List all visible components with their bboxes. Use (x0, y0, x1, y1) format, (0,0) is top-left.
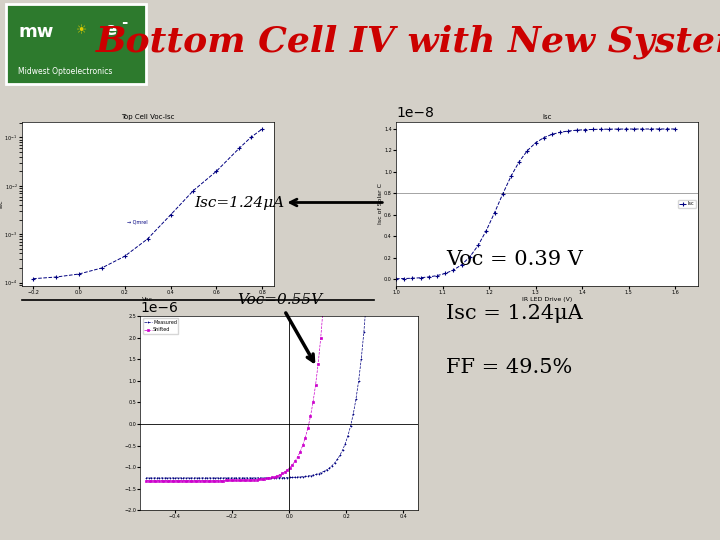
Isc (597, 126, 606, 132)
Isc (613, 126, 622, 132)
Shifted (142, 477, 150, 484)
Isc (457, 261, 466, 268)
Isc (662, 126, 671, 132)
Isc (531, 140, 540, 146)
Shifted (183, 477, 192, 484)
Isc (564, 128, 572, 134)
Isc (646, 126, 654, 132)
Isc (507, 173, 516, 180)
Text: FF = 49.5%: FF = 49.5% (446, 357, 572, 377)
Bar (6, 4, 146, 84)
Isc (490, 210, 499, 216)
Shifted (188, 477, 197, 484)
Isc (630, 126, 639, 132)
Isc (392, 275, 400, 282)
Isc (441, 270, 449, 276)
Text: Voc = 0.39 V: Voc = 0.39 V (446, 249, 583, 269)
Isc (482, 227, 490, 234)
Text: Isc=1.24μA: Isc=1.24μA (194, 195, 284, 210)
Isc (515, 158, 523, 165)
Isc (621, 126, 630, 132)
Shifted (291, 458, 300, 464)
Isc (556, 129, 564, 136)
Isc (638, 126, 647, 132)
Isc (449, 267, 458, 273)
Shifted (239, 477, 248, 483)
Isc (548, 131, 557, 138)
X-axis label: Voc: Voc (142, 297, 153, 302)
Isc (654, 126, 663, 132)
Text: Bottom Cell IV with New System: Bottom Cell IV with New System (96, 24, 720, 58)
Measured (192, 475, 201, 481)
Legend: Isc: Isc (678, 200, 696, 208)
Y-axis label: Isc: Isc (0, 200, 3, 208)
Measured (203, 475, 212, 481)
Text: e: e (104, 21, 117, 39)
Isc (425, 274, 433, 280)
Line: Isc: Isc (394, 127, 678, 281)
Text: -: - (121, 15, 127, 30)
Isc (580, 126, 589, 133)
X-axis label: IR LED Drive (V): IR LED Drive (V) (522, 297, 572, 302)
Title: Top Cell Voc-Isc: Top Cell Voc-Isc (121, 114, 174, 120)
Isc (523, 147, 531, 154)
Text: ☀: ☀ (76, 24, 87, 37)
Text: mw: mw (18, 23, 53, 41)
Isc (498, 191, 507, 197)
Text: → Qmrel: → Qmrel (127, 220, 148, 225)
Text: Isc = 1.24μA: Isc = 1.24μA (446, 303, 583, 323)
Measured (277, 475, 286, 481)
Isc (539, 134, 548, 141)
Title: Isc: Isc (542, 114, 552, 120)
Text: Voc=0.55V: Voc=0.55V (238, 293, 323, 307)
Shifted (319, 303, 328, 309)
Isc (433, 272, 441, 279)
Legend: Measured, Shifted: Measured, Shifted (143, 319, 179, 334)
Isc (671, 126, 680, 132)
Line: Measured: Measured (145, 0, 410, 480)
Measured (299, 474, 307, 480)
Isc (572, 127, 581, 133)
Isc (605, 126, 613, 132)
Text: Midwest Optoelectronics: Midwest Optoelectronics (18, 67, 112, 76)
Shifted (293, 454, 302, 460)
Isc (408, 275, 417, 281)
Isc (466, 253, 474, 260)
Isc (416, 274, 425, 281)
Isc (400, 275, 408, 282)
Shifted (196, 477, 204, 484)
Measured (142, 475, 150, 481)
Y-axis label: Isc of Solar C: Isc of Solar C (378, 184, 383, 224)
Line: Shifted: Shifted (145, 305, 325, 482)
Isc (474, 242, 482, 248)
Isc (589, 126, 598, 133)
